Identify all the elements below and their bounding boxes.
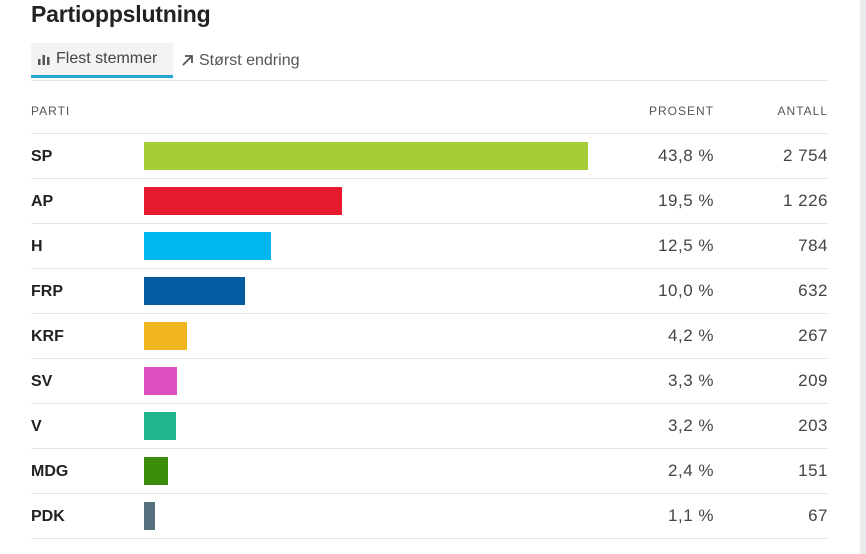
party-name: MDG (31, 463, 69, 480)
percent-label: 2,4 % (668, 461, 714, 480)
percent-label: 43,8 % (658, 146, 714, 165)
party-bar-chart: SP 43,8 % 2 754 AP 19,5 % 1 226 H 12,5 % 784 FRP 1… (31, 134, 828, 539)
count-label: 151 (798, 461, 828, 480)
count-label: 2 754 (782, 146, 828, 165)
party-row: FRP 10,0 % 632 (31, 269, 828, 314)
party-row: MDG 2,4 % 151 (31, 449, 828, 494)
bar (144, 502, 156, 530)
tab-bar: Flest stemmer Størst endring (31, 43, 828, 81)
party-row: AP 19,5 % 1 226 (31, 179, 828, 224)
count-label: 67 (808, 506, 828, 525)
party-name: KRF (31, 328, 64, 345)
page-title: Partioppslutning (31, 1, 211, 27)
count-label: 632 (798, 281, 828, 300)
scrollbar-track (860, 0, 866, 554)
tab-flest-stemmer[interactable]: Flest stemmer (31, 43, 173, 78)
count-label: 1 226 (782, 191, 828, 210)
party-name: V (31, 418, 42, 435)
bar-chart-icon (37, 53, 51, 65)
party-row: SP 43,8 % 2 754 (31, 134, 828, 179)
tab-storst-endring[interactable]: Størst endring (181, 43, 299, 78)
bar (144, 322, 187, 350)
percent-label: 4,2 % (668, 326, 714, 345)
bar (144, 412, 177, 440)
arrow-up-right-icon (181, 54, 194, 67)
party-row: PDK 1,1 % 67 (31, 494, 828, 539)
party-row: H 12,5 % 784 (31, 224, 828, 269)
count-label: 203 (798, 416, 828, 435)
column-header-prosent: PROSENT (648, 104, 714, 118)
percent-label: 10,0 % (658, 281, 714, 300)
party-name: SV (31, 373, 53, 390)
percent-label: 19,5 % (658, 191, 714, 210)
bar (144, 457, 169, 485)
column-header-antall: ANTALL (777, 104, 828, 118)
bar (144, 277, 246, 305)
count-label: 209 (798, 371, 828, 390)
bar (144, 367, 178, 395)
bar (144, 232, 271, 260)
party-row: KRF 4,2 % 267 (31, 314, 828, 359)
count-label: 784 (798, 236, 828, 255)
percent-label: 12,5 % (658, 236, 714, 255)
percent-label: 1,1 % (668, 506, 714, 525)
party-name: SP (31, 148, 53, 165)
count-label: 267 (798, 326, 828, 345)
percent-label: 3,2 % (668, 416, 714, 435)
party-name: FRP (31, 283, 63, 300)
party-name: AP (31, 193, 54, 210)
bar (144, 187, 342, 215)
party-name: H (31, 238, 43, 255)
bar (144, 142, 588, 170)
table-header: PARTI PROSENT ANTALL (31, 88, 828, 134)
party-row: SV 3,3 % 209 (31, 359, 828, 404)
tab-label: Flest stemmer (56, 50, 158, 67)
tab-label: Størst endring (199, 51, 300, 69)
party-name: PDK (31, 508, 65, 525)
party-row: V 3,2 % 203 (31, 404, 828, 449)
percent-label: 3,3 % (668, 371, 714, 390)
column-header-parti: PARTI (31, 104, 71, 118)
